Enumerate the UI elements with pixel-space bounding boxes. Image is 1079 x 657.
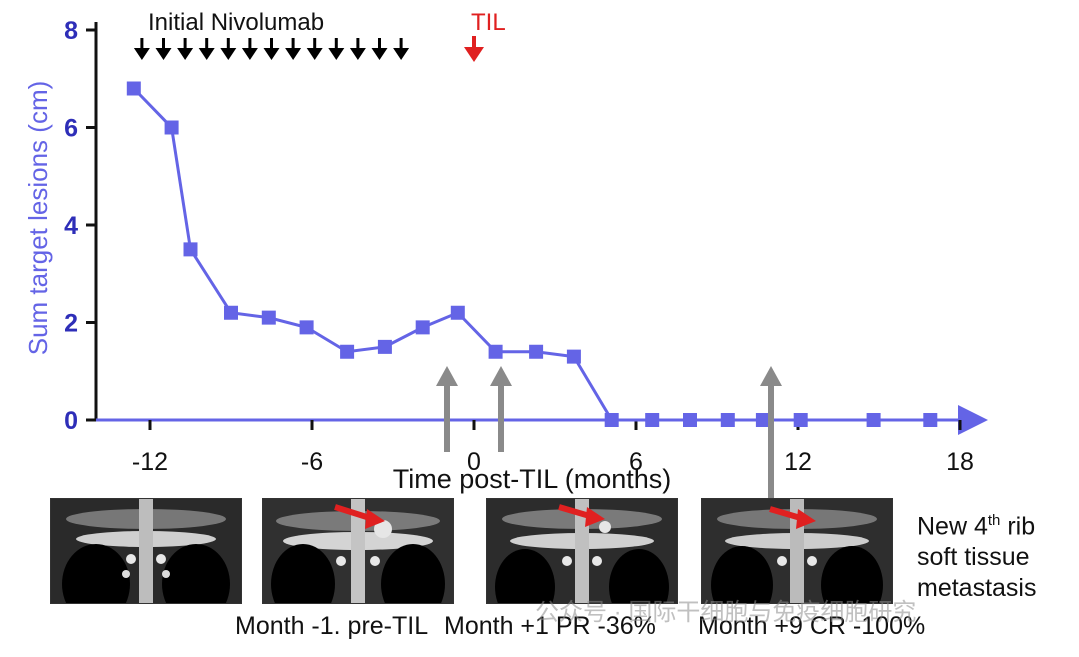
annotation-line3: metastasis (917, 574, 1037, 603)
x-tick-label: 6 (629, 448, 643, 476)
dose-arrow-head (241, 48, 258, 60)
data-point (415, 320, 430, 335)
data-point (261, 310, 276, 325)
x-tick-label: -6 (301, 448, 323, 476)
data-point (866, 413, 881, 427)
dose-arrow-head (349, 48, 366, 60)
dose-arrow-head (177, 48, 194, 60)
data-point (164, 120, 179, 135)
y-axis-label: Sum target lesions (cm) (23, 81, 53, 356)
watermark: 公众号 · 国际干细胞与免疫细胞研究 (535, 599, 917, 626)
ct-scan-image (702, 499, 892, 603)
data-point (299, 320, 314, 335)
y-tick-label: 8 (64, 17, 78, 45)
data-point (683, 413, 697, 427)
til-label: TIL (471, 9, 506, 36)
ct-scan-panel-2 (262, 498, 454, 604)
scan-caption-2: Month +1 PR -36% (444, 612, 656, 640)
data-point (923, 413, 938, 427)
dose-arrow-head (328, 48, 345, 60)
data-point (566, 349, 581, 364)
y-tick-label: 0 (64, 407, 78, 435)
data-point (793, 413, 808, 427)
data-point (755, 413, 770, 427)
ct-scan-image (51, 499, 241, 603)
dose-arrow-head (220, 48, 237, 60)
scan-caption-3: Month +9 CR -100% (698, 612, 926, 640)
data-point (450, 305, 465, 320)
ct-scan-image (263, 499, 453, 603)
nivolumab-label: Initial Nivolumab (148, 9, 324, 36)
data-point (340, 344, 355, 359)
data-point (488, 344, 503, 359)
series-line (132, 87, 931, 422)
y-tick-label: 4 (64, 212, 78, 240)
ct-scan-panel-1 (50, 498, 242, 604)
data-point (645, 413, 660, 427)
annotation-line2: soft tissue (917, 543, 1030, 572)
scan-arrow-head (760, 366, 782, 386)
dose-arrow-head (155, 48, 172, 60)
data-point (183, 242, 198, 257)
x-tick-label: 0 (467, 448, 481, 476)
data-point (529, 344, 544, 359)
x-tick-label: 18 (946, 448, 974, 476)
scan-arrow-head (436, 366, 458, 386)
ct-scan-panel-4 (701, 498, 893, 604)
ct-scan-image (487, 499, 677, 603)
annotation-line1-a: New 4 (917, 512, 988, 541)
til-arrow-head (464, 47, 484, 62)
dose-arrow-head (371, 48, 388, 60)
dose-arrow-head (133, 48, 150, 60)
data-point (126, 81, 141, 96)
y-tick-label: 6 (64, 115, 78, 143)
scan-caption-1: Month -1. pre-TIL (235, 612, 429, 640)
ct-scan-panel-3 (486, 498, 678, 604)
x-tick-label: -12 (132, 448, 168, 476)
x-axis-arrowhead (958, 405, 988, 435)
scan-arrow-head (490, 366, 512, 386)
data-point (604, 413, 619, 427)
annotation-line1-b: rib (1000, 512, 1036, 541)
annotation-line1-sup: th (987, 512, 1001, 529)
new-metastasis-annotation: New 4th rib soft tissue metastasis (917, 505, 1036, 604)
x-axis-label: Time post-TIL (months) (393, 464, 672, 494)
y-tick-label: 2 (64, 310, 78, 338)
dose-arrow-head (306, 48, 323, 60)
dose-arrow-head (263, 48, 280, 60)
data-point (377, 339, 392, 354)
x-tick-label: 12 (784, 448, 812, 476)
dose-arrow-head (393, 48, 410, 60)
data-point (720, 413, 735, 427)
dose-arrow-head (285, 48, 302, 60)
dose-arrow-head (198, 48, 215, 60)
data-point (224, 305, 238, 320)
